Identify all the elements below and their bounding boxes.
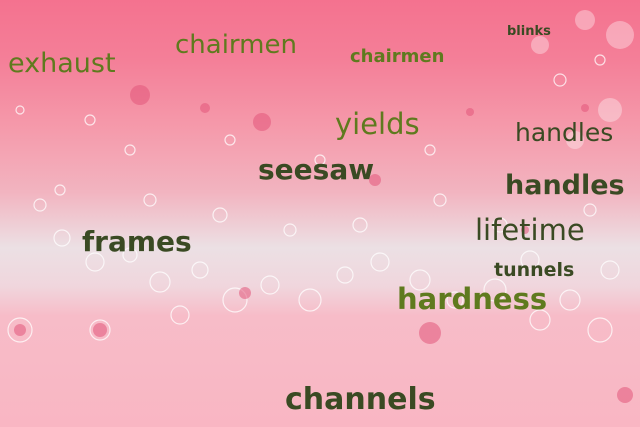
word-chairmen-2: chairmen <box>350 46 445 67</box>
word-tunnels: tunnels <box>494 259 575 281</box>
word-handles-2: handles <box>505 170 625 201</box>
word-chairmen-1: chairmen <box>175 30 297 60</box>
word-yields: yields <box>335 107 420 141</box>
word-handles-1: handles <box>515 118 614 147</box>
word-seesaw: seesaw <box>258 153 375 186</box>
word-lifetime: lifetime <box>475 213 585 247</box>
word-channels: channels <box>285 382 436 417</box>
word-blinks: blinks <box>507 24 551 39</box>
word-frames: frames <box>82 225 192 258</box>
word-exhaust: exhaust <box>8 48 116 79</box>
word-hardness: hardness <box>397 282 548 316</box>
